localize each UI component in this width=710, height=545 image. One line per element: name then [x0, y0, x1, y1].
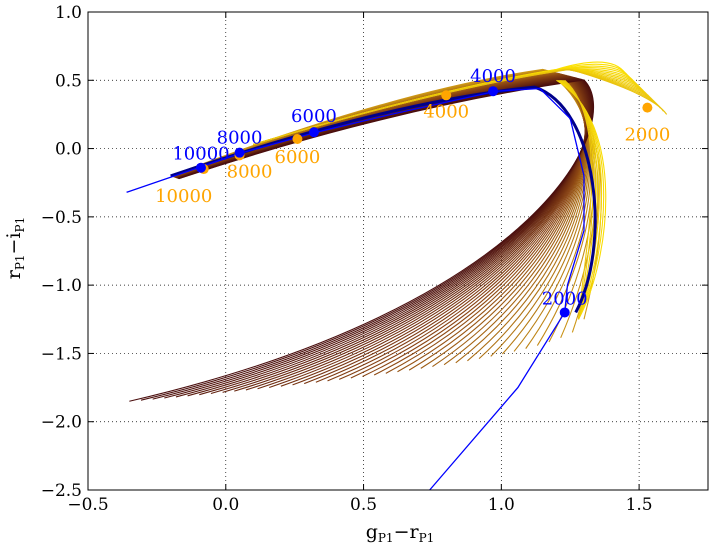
blue-point [559, 307, 570, 318]
y-tick-label: 0.5 [55, 71, 82, 91]
y-tick-label: −0.5 [41, 208, 82, 228]
track-curve [129, 79, 595, 402]
x-tick-label: 0.5 [350, 495, 377, 515]
blue-point [234, 147, 245, 158]
orange-point-label: 6000 [275, 147, 321, 168]
y-tick-label: −1.0 [41, 276, 82, 296]
orange-point [292, 134, 303, 145]
blue-point-label: 4000 [470, 66, 516, 87]
blue-point-label: 8000 [217, 128, 263, 149]
point-labels: 1000080006000400020001000080006000400020… [155, 66, 670, 309]
x-axis-label: gP1−rP1 [366, 521, 435, 545]
x-tick-label: 0.0 [212, 495, 239, 515]
track-curve [177, 77, 591, 396]
y-tick-label: 0.0 [55, 140, 82, 160]
y-tick-label: −1.5 [41, 344, 82, 364]
y-tick-label: −2.5 [41, 481, 82, 501]
y-tick-label: −2.0 [41, 413, 82, 433]
blue-point-label: 6000 [291, 106, 337, 127]
track-curve [175, 78, 592, 398]
orange-point [642, 102, 653, 113]
orange-point-label: 8000 [227, 161, 273, 182]
track-curve-navy [170, 85, 597, 314]
track-curve-yellow-side [564, 79, 593, 320]
x-tick-label: 1.5 [626, 495, 653, 515]
orange-point [441, 90, 452, 101]
plot-frame [87, 11, 709, 491]
x-tick-label: −0.5 [67, 495, 108, 515]
orange-point-label: 4000 [423, 101, 469, 122]
x-tick-label: 1.0 [488, 495, 515, 515]
blue-point [488, 86, 499, 97]
y-tick-label: 1.0 [55, 3, 82, 23]
blue-point [195, 162, 206, 173]
axis-ticks: −0.5 0.0 0.5 1.0 1.5 1.0 0.5 0.0 −0.5 −1.0 −1.5 −2.… [41, 3, 708, 515]
blue-point-label: 2000 [542, 288, 588, 309]
blue-point [308, 127, 319, 138]
orange-point-label: 2000 [624, 125, 670, 146]
track-curve-yellow [253, 68, 668, 146]
blue-point-label: 10000 [172, 144, 229, 165]
blue-points [195, 86, 570, 318]
y-axis-label: rP1−iP1 [3, 217, 27, 280]
orange-point-label: 10000 [155, 186, 212, 207]
